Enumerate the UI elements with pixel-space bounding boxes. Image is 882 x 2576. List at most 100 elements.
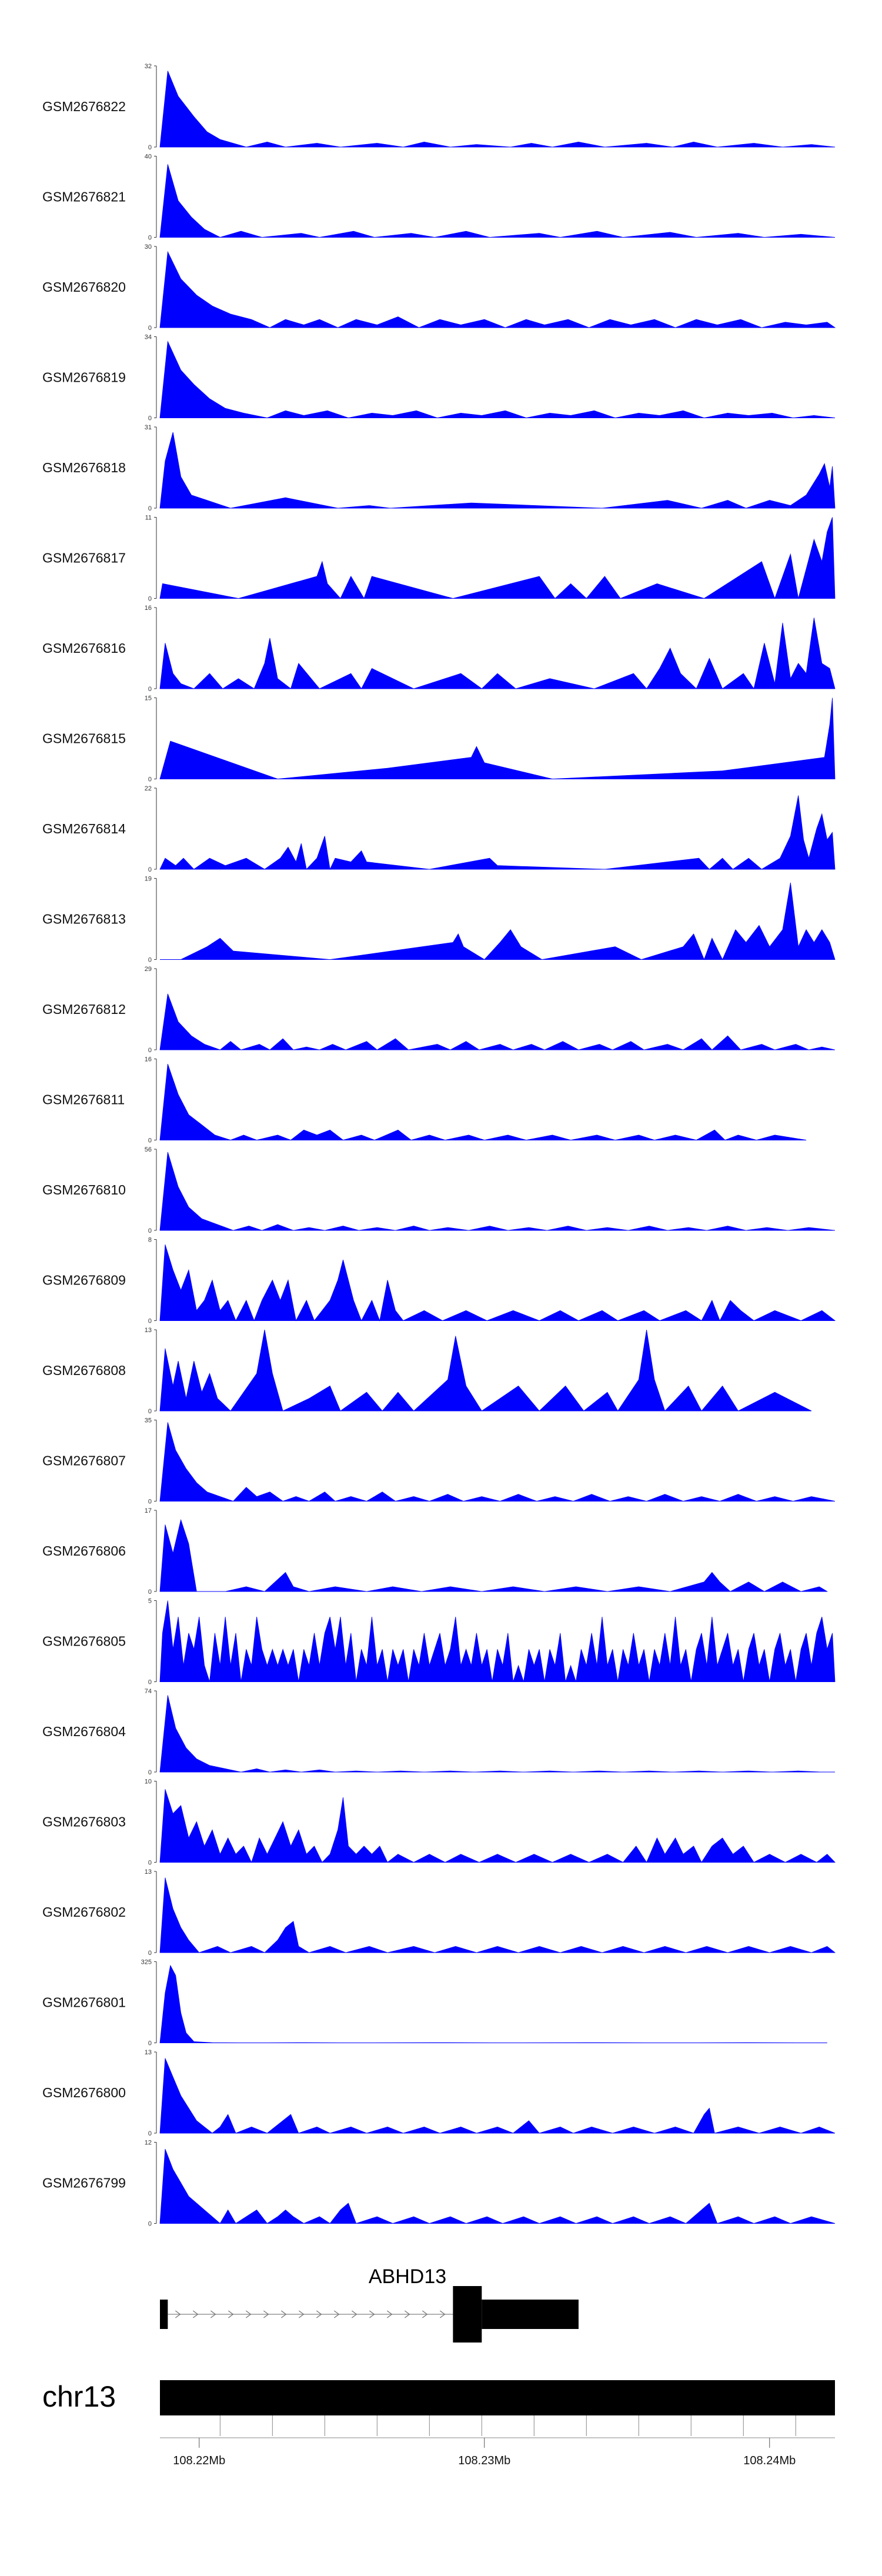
y-tick-label-zero: 0 <box>148 957 152 964</box>
track-label: GSM2676815 <box>42 731 126 746</box>
y-tick-label-zero: 0 <box>148 1769 152 1776</box>
scale-tick-label: 108.23Mb <box>458 2454 510 2467</box>
y-tick-label-zero: 0 <box>148 2130 152 2137</box>
y-tick-label-max: 32 <box>145 63 152 70</box>
y-tick-label-max: 10 <box>145 1778 152 1786</box>
y-tick-label-zero: 0 <box>148 776 152 783</box>
track-label: GSM2676820 <box>42 279 126 295</box>
y-tick-label-zero: 0 <box>148 1499 152 1506</box>
coverage-area <box>159 1063 807 1140</box>
y-tick-label-max: 13 <box>145 2049 152 2056</box>
track-label: GSM2676809 <box>42 1273 126 1288</box>
coverage-area <box>159 164 836 238</box>
y-tick-label-zero: 0 <box>148 144 152 151</box>
strand-chevron <box>210 2310 216 2318</box>
scale-tick-label: 108.24Mb <box>743 2454 796 2467</box>
coverage-area <box>159 618 836 689</box>
coverage-area <box>159 71 836 148</box>
coverage-area <box>159 698 836 779</box>
y-tick-label-zero: 0 <box>148 1047 152 1054</box>
track-label: GSM2676807 <box>42 1453 126 1469</box>
y-tick-label-zero: 0 <box>148 235 152 242</box>
track-label: GSM2676803 <box>42 1814 126 1830</box>
y-tick-label-max: 12 <box>145 2140 152 2147</box>
track-label: GSM2676802 <box>42 1904 126 1920</box>
y-tick-label-max: 40 <box>145 154 152 161</box>
y-tick-label-zero: 0 <box>148 686 152 693</box>
y-tick-label-max: 74 <box>145 1688 152 1695</box>
y-tick-label-zero: 0 <box>148 1227 152 1234</box>
strand-chevron <box>316 2310 322 2318</box>
coverage-area <box>159 1695 835 1773</box>
strand-chevron <box>369 2310 375 2318</box>
coverage-area <box>159 1244 836 1322</box>
track-label: GSM2676814 <box>42 821 126 836</box>
track-label: GSM2676805 <box>42 1634 126 1649</box>
y-tick-label-zero: 0 <box>148 1950 152 1957</box>
track-label: GSM2676811 <box>42 1092 125 1107</box>
track-label: GSM2676801 <box>42 1995 126 2010</box>
y-tick-label-max: 325 <box>141 1959 152 1966</box>
y-tick-label-zero: 0 <box>148 505 152 512</box>
track-label: GSM2676822 <box>42 99 126 114</box>
y-tick-label-zero: 0 <box>148 2221 152 2228</box>
y-tick-label-zero: 0 <box>148 325 152 332</box>
y-tick-label-max: 8 <box>148 1237 152 1244</box>
y-tick-label-max: 16 <box>145 1056 152 1063</box>
y-tick-label-zero: 0 <box>148 1589 152 1596</box>
y-tick-label-max: 56 <box>145 1146 152 1153</box>
y-tick-label-max: 29 <box>145 966 152 973</box>
coverage-area <box>159 2058 836 2134</box>
strand-chevron <box>280 2310 287 2318</box>
chromosome-label: chr13 <box>42 2380 116 2413</box>
y-tick-label-max: 11 <box>145 515 152 522</box>
y-tick-label-zero: 0 <box>148 1318 152 1325</box>
track-label: GSM2676818 <box>42 460 126 475</box>
coverage-area <box>159 1789 836 1863</box>
strand-chevron <box>422 2310 428 2318</box>
track-label: GSM2676800 <box>42 2085 126 2100</box>
coverage-area <box>159 1422 836 1501</box>
coverage-area <box>159 1877 836 1953</box>
gene-exon <box>482 2300 579 2329</box>
y-tick-label-zero: 0 <box>148 1860 152 1867</box>
y-tick-label-max: 5 <box>148 1598 152 1605</box>
track-label: GSM2676813 <box>42 912 126 927</box>
y-tick-label-max: 35 <box>145 1417 152 1424</box>
coverage-area <box>159 795 836 870</box>
coverage-area <box>160 882 836 960</box>
strand-chevron <box>386 2310 393 2318</box>
strand-chevron <box>298 2310 305 2318</box>
track-label: GSM2676819 <box>42 370 126 385</box>
strand-chevron <box>192 2310 199 2318</box>
scale-tick-label: 108.22Mb <box>173 2454 225 2467</box>
y-tick-label-max: 31 <box>145 424 152 431</box>
gene-name: ABHD13 <box>369 2265 446 2288</box>
coverage-area <box>159 1152 836 1231</box>
y-tick-label-zero: 0 <box>148 1408 152 1415</box>
track-label: GSM2676808 <box>42 1363 126 1378</box>
coverage-area <box>159 1600 836 1682</box>
coverage-area <box>159 517 836 599</box>
track-label: GSM2676812 <box>42 1002 126 1017</box>
y-tick-label-max: 19 <box>145 876 152 883</box>
strand-chevron <box>333 2310 340 2318</box>
coverage-area <box>159 251 836 328</box>
y-tick-label-max: 17 <box>145 1507 152 1514</box>
coverage-area <box>159 432 836 509</box>
y-tick-label-max: 22 <box>145 785 152 792</box>
y-tick-label-max: 13 <box>145 1327 152 1334</box>
track-label: GSM2676806 <box>42 1543 126 1559</box>
y-tick-label-zero: 0 <box>148 415 152 422</box>
strand-chevron <box>263 2310 269 2318</box>
strand-chevron <box>175 2310 181 2318</box>
y-tick-label-max: 16 <box>145 605 152 612</box>
coverage-area <box>159 1329 812 1412</box>
y-tick-label-max: 15 <box>145 695 152 702</box>
strand-chevron <box>228 2310 234 2318</box>
track-label: GSM2676817 <box>42 550 126 566</box>
y-tick-label-max: 34 <box>145 334 152 341</box>
coverage-area <box>159 2148 836 2224</box>
